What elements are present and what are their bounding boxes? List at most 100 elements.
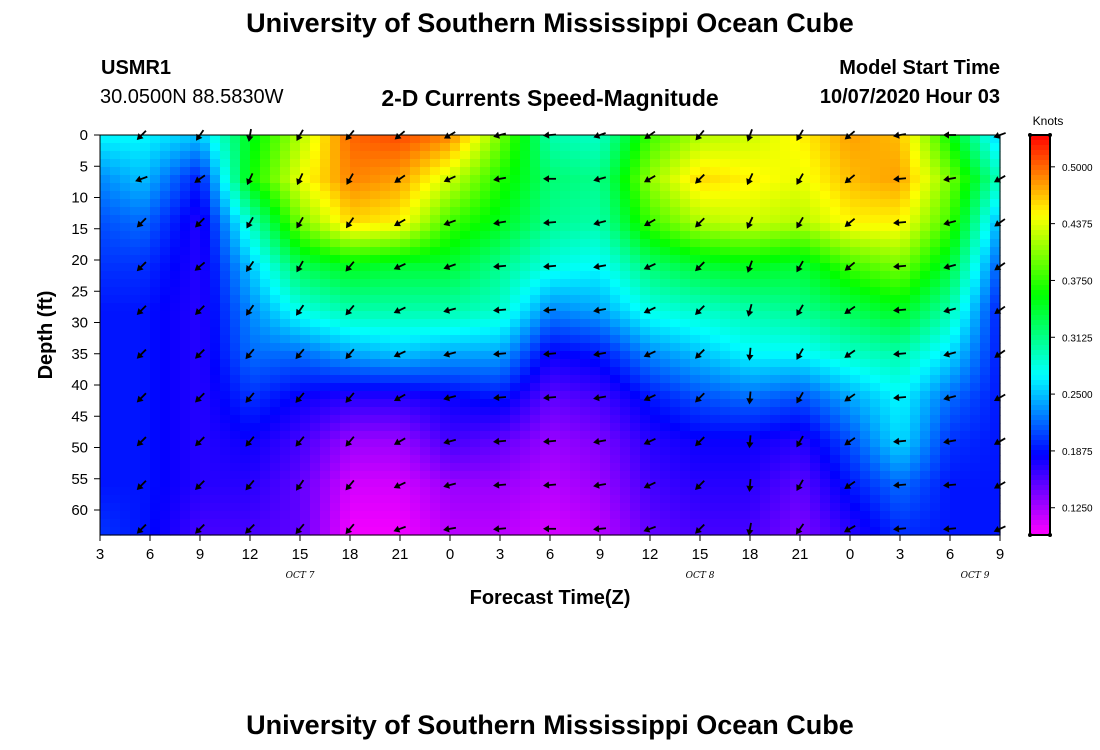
heatmap-cell: [910, 399, 921, 408]
heatmap-cell: [350, 511, 361, 520]
heatmap-cell: [530, 391, 541, 400]
heatmap-cell: [390, 279, 401, 288]
heatmap-cell: [460, 463, 471, 472]
heatmap-cell: [110, 351, 121, 360]
heatmap-cell: [810, 343, 821, 352]
heatmap-cell: [840, 247, 851, 256]
heatmap-cell: [310, 367, 321, 376]
heatmap-cell: [170, 247, 181, 256]
heatmap-cell: [880, 319, 891, 328]
heatmap-cell: [480, 327, 491, 336]
heatmap-cell: [100, 479, 111, 488]
heatmap-cell: [110, 423, 121, 432]
heatmap-cell: [260, 495, 271, 504]
heatmap-cell: [650, 335, 661, 344]
heatmap-cell: [640, 463, 651, 472]
heatmap-cell: [830, 255, 841, 264]
heatmap-cell: [290, 375, 301, 384]
heatmap-cell: [580, 287, 591, 296]
heatmap-cell: [790, 279, 801, 288]
heatmap-cell: [150, 231, 161, 240]
heatmap-cell: [610, 199, 621, 208]
heatmap-cell: [720, 159, 731, 168]
heatmap-cell: [190, 287, 201, 296]
heatmap-cell: [380, 287, 391, 296]
heatmap-cell: [900, 503, 911, 512]
heatmap-cell: [830, 495, 841, 504]
heatmap-cell: [980, 383, 991, 392]
heatmap-cell: [960, 511, 971, 520]
speed-heatmap: [100, 135, 1001, 536]
heatmap-cell: [470, 151, 481, 160]
heatmap-cell: [470, 287, 481, 296]
heatmap-cell: [560, 383, 571, 392]
heatmap-cell: [520, 223, 531, 232]
heatmap-cell: [670, 223, 681, 232]
heatmap-cell: [810, 495, 821, 504]
heatmap-cell: [680, 271, 691, 280]
heatmap-cell: [550, 287, 561, 296]
heatmap-cell: [560, 327, 571, 336]
heatmap-cell: [640, 359, 651, 368]
heatmap-cell: [980, 231, 991, 240]
heatmap-cell: [560, 479, 571, 488]
heatmap-cell: [790, 199, 801, 208]
heatmap-cell: [190, 471, 201, 480]
heatmap-cell: [100, 175, 111, 184]
heatmap-cell: [810, 135, 821, 144]
heatmap-cell: [710, 463, 721, 472]
heatmap-cell: [850, 495, 861, 504]
heatmap-cell: [510, 407, 521, 416]
heatmap-cell: [750, 455, 761, 464]
heatmap-cell: [170, 399, 181, 408]
heatmap-cell: [960, 295, 971, 304]
heatmap-cell: [150, 175, 161, 184]
heatmap-cell: [680, 311, 691, 320]
heatmap-cell: [570, 295, 581, 304]
heatmap-cell: [700, 319, 711, 328]
heatmap-cell: [770, 391, 781, 400]
heatmap-cell: [120, 287, 131, 296]
heatmap-cell: [730, 263, 741, 272]
heatmap-cell: [990, 231, 1001, 240]
heatmap-cell: [390, 295, 401, 304]
heatmap-cell: [240, 255, 251, 264]
heatmap-cell: [590, 471, 601, 480]
heatmap-cell: [990, 335, 1001, 344]
heatmap-cell: [860, 511, 871, 520]
heatmap-cell: [970, 199, 981, 208]
heatmap-cell: [160, 183, 171, 192]
heatmap-cell: [120, 375, 131, 384]
heatmap-cell: [910, 423, 921, 432]
heatmap-cell: [830, 423, 841, 432]
heatmap-cell: [220, 135, 231, 144]
heatmap-cell: [760, 503, 771, 512]
heatmap-cell: [190, 319, 201, 328]
heatmap-cell: [580, 447, 591, 456]
heatmap-cell: [440, 239, 451, 248]
heatmap-cell: [820, 343, 831, 352]
heatmap-cell: [770, 487, 781, 496]
heatmap-cell: [350, 495, 361, 504]
heatmap-cell: [610, 495, 621, 504]
heatmap-cell: [740, 511, 751, 520]
heatmap-cell: [460, 383, 471, 392]
heatmap-cell: [230, 215, 241, 224]
heatmap-cell: [820, 463, 831, 472]
heatmap-cell: [150, 199, 161, 208]
heatmap-cell: [750, 327, 761, 336]
heatmap-cell: [880, 503, 891, 512]
heatmap-cell: [180, 367, 191, 376]
heatmap-cell: [410, 327, 421, 336]
heatmap-cell: [870, 295, 881, 304]
heatmap-cell: [390, 503, 401, 512]
heatmap-cell: [420, 463, 431, 472]
heatmap-cell: [130, 279, 141, 288]
heatmap-cell: [910, 343, 921, 352]
heatmap-cell: [180, 223, 191, 232]
heatmap-cell: [610, 191, 621, 200]
heatmap-cell: [330, 359, 341, 368]
heatmap-cell: [660, 527, 671, 536]
heatmap-cell: [900, 415, 911, 424]
heatmap-cell: [360, 463, 371, 472]
